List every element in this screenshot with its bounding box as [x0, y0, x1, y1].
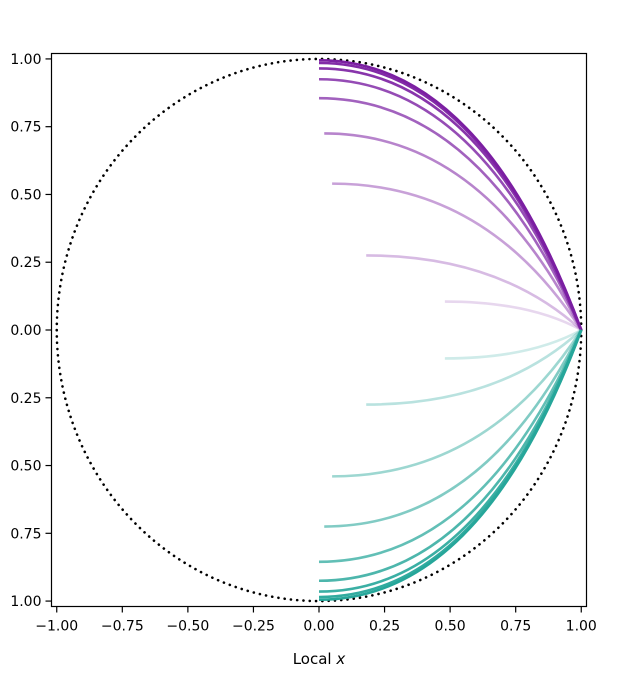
series-line-3: [318, 77, 583, 331]
series-line-17: [318, 329, 583, 602]
x-tick-label-1: −0.75: [101, 619, 144, 635]
x-tick-label-5: 0.25: [369, 619, 400, 635]
x-tick-label-7: 0.75: [500, 619, 531, 635]
series-line-9: [444, 328, 582, 360]
x-tick-label-4: 0.00: [303, 619, 334, 635]
y-tick-label-0: 1.00: [10, 52, 41, 68]
x-tick-label-2: −0.50: [166, 619, 209, 635]
y-tick-label-3: 0.25: [10, 255, 41, 271]
x-tick-label-3: −0.25: [232, 619, 275, 635]
series-line-4: [318, 96, 583, 331]
x-tick-label-8: 1.00: [566, 619, 597, 635]
series-line-2: [318, 67, 583, 331]
x-tick-label-0: −1.00: [35, 619, 78, 635]
y-tick-label-1: 0.75: [10, 120, 41, 136]
series-line-15: [318, 329, 583, 593]
x-axis-label-main: Local: [293, 650, 337, 668]
axes-frame: [50, 52, 588, 608]
series-line-5: [324, 132, 583, 331]
ticks-layer: −1.00 −0.75 −0.50 −0.25 0.00 0.25 0.50 0.75 1.00…: [10, 52, 597, 635]
series-line-12: [324, 329, 583, 528]
series-line-14: [318, 329, 583, 583]
series-line-13: [318, 329, 583, 564]
y-tick-label-2: 0.50: [10, 187, 41, 203]
y-tick-label-7: 0.75: [10, 526, 41, 542]
reference-circle: [55, 57, 583, 603]
series-line-8: [444, 300, 582, 332]
y-tick-label-8: 1.00: [10, 594, 41, 610]
x-axis-label: Local x: [293, 650, 346, 668]
series-line-10: [366, 329, 583, 406]
y-tick-label-4: 0.00: [10, 323, 41, 339]
y-tick-label-5: 0.25: [10, 391, 41, 407]
series-line-11: [332, 329, 583, 478]
series-line-7: [366, 254, 583, 331]
x-axis-label-variable: x: [335, 650, 345, 668]
plot-area: [55, 57, 583, 603]
y-tick-label-6: 0.50: [10, 459, 41, 475]
x-tick-label-6: 0.50: [435, 619, 466, 635]
series-line-6: [332, 182, 583, 331]
